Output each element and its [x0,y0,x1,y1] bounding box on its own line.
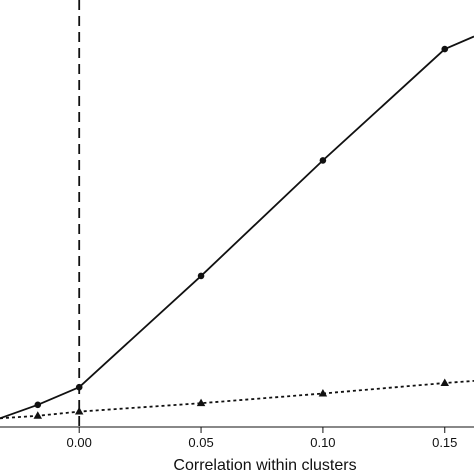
circle-marker [319,157,327,164]
circle-marker [75,383,83,391]
circle-marker [197,272,205,280]
x-tick-label: 0.05 [188,435,213,450]
series-triangle-line [0,380,474,420]
x-tick-label: 0.15 [432,435,457,450]
circle-marker [34,401,42,409]
triangle-marker [318,389,328,397]
x-axis: 0.00 0.05 0.10 0.15 [0,426,474,450]
triangle-marker [33,411,43,419]
triangle-marker [74,407,84,415]
x-axis-title: Correlation within clusters [173,457,356,474]
x-tick-label: 0.00 [67,435,92,450]
plot-area [0,0,474,427]
circle-marker [441,45,449,53]
triangle-marker [440,378,450,386]
triangle-marker [196,398,206,407]
x-tick-label: 0.10 [310,435,335,450]
series-circle-line [0,35,474,420]
